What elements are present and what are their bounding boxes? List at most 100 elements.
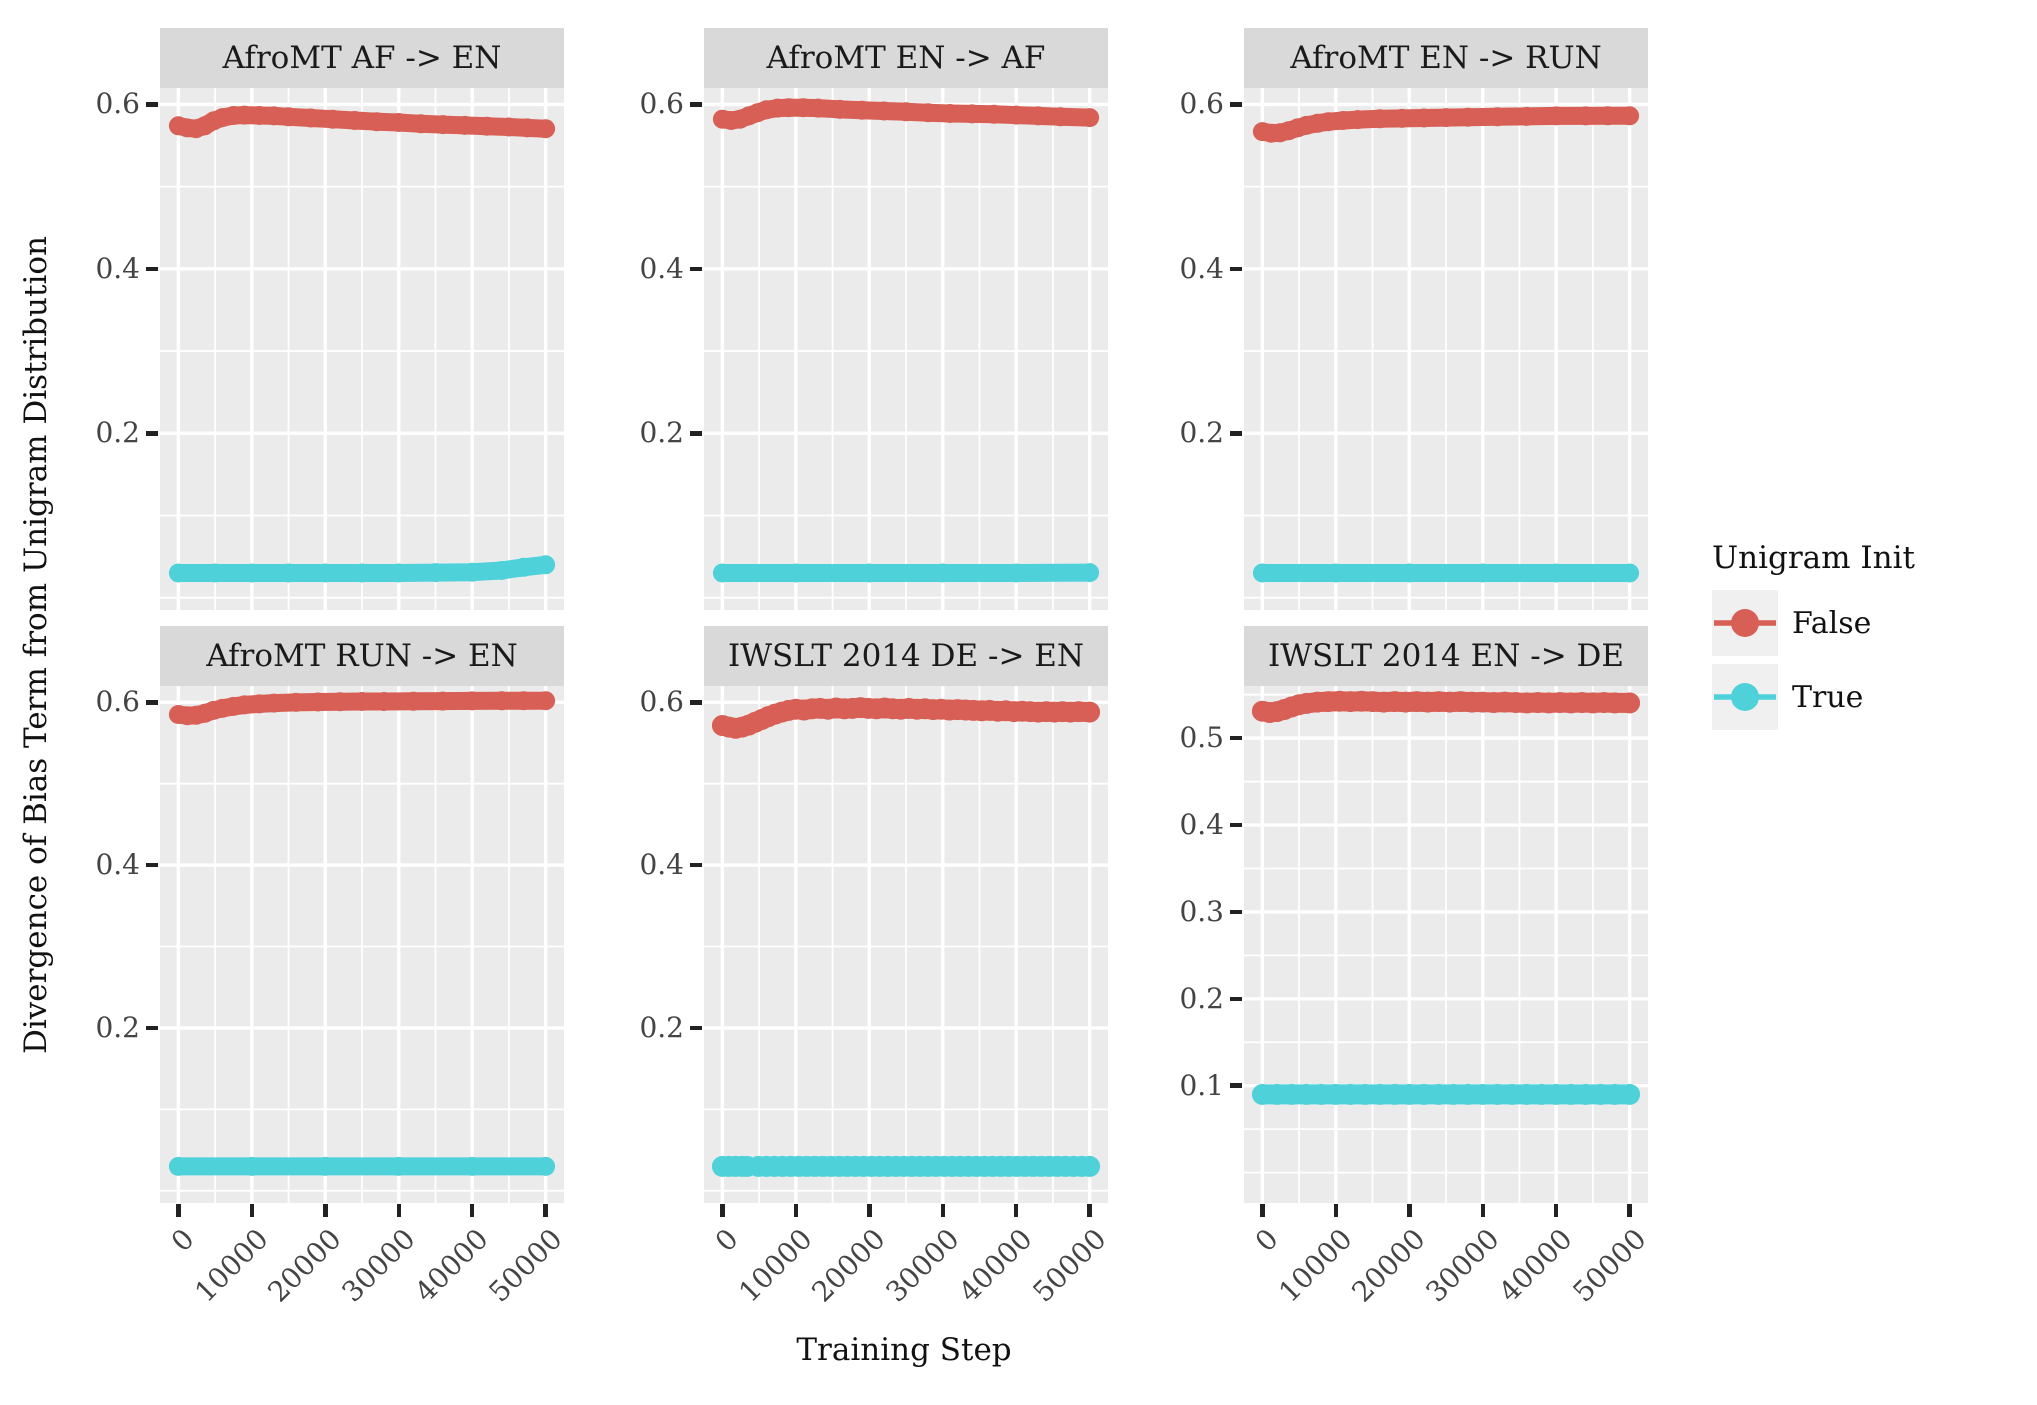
facet-strip: IWSLT 2014 EN -> DE [1244, 626, 1648, 686]
series-false-point [896, 102, 916, 122]
x-tick-mark [176, 1204, 181, 1217]
series-true-point [492, 561, 512, 580]
series-false-point [499, 117, 519, 137]
series-true-point [1531, 1083, 1552, 1105]
y-tick-mark [1230, 822, 1242, 828]
series-false-point [984, 104, 1004, 124]
series-false-point [536, 119, 556, 139]
y-tick-label: 0.6 [95, 685, 140, 719]
facet-strip: AfroMT AF -> EN [160, 28, 564, 88]
y-tick-label: 0.4 [95, 251, 140, 285]
facet-panel [160, 686, 564, 1203]
y-tick-mark [1230, 1083, 1242, 1088]
series-true-point [1266, 1083, 1288, 1105]
series-true-point [1486, 1083, 1508, 1105]
series-true-point [1472, 1083, 1494, 1105]
y-tick-label: 0.4 [639, 251, 684, 285]
series-false-point [1436, 108, 1456, 128]
series-false-point [517, 118, 537, 138]
panel-plot [160, 686, 564, 1203]
series-false-point [403, 691, 423, 711]
series-true-point [352, 563, 372, 583]
series-false-point [352, 692, 372, 711]
facet-panel [1244, 88, 1648, 610]
series-true-point [1398, 1083, 1420, 1105]
legend-title: Unigram Init [1712, 540, 1915, 576]
series-false-point [536, 691, 556, 711]
series-false-point [940, 104, 960, 123]
series-true-point [1473, 563, 1493, 583]
series-true-point [1354, 1083, 1376, 1105]
series-false-point [1006, 105, 1026, 125]
facet-strip: AfroMT RUN -> EN [160, 626, 564, 686]
series-true-point [315, 1156, 335, 1176]
x-tick-mark [1407, 1204, 1412, 1217]
legend-entry-false: False [1712, 590, 2012, 656]
series-true-point [1326, 563, 1346, 583]
legend-key-true-icon [1712, 664, 1778, 730]
series-false-point [874, 101, 894, 121]
y-tick-label: 0.1 [1179, 1068, 1224, 1102]
series-false-point [1619, 692, 1641, 714]
series-false-point [1079, 701, 1101, 723]
series-false-point [1487, 107, 1507, 127]
series-false-point [477, 116, 497, 136]
panel-plot [1244, 88, 1648, 610]
series-false-point [1319, 112, 1338, 132]
series-true-point [1325, 1083, 1347, 1105]
series-false-point [462, 691, 482, 711]
facet-strip-title: AfroMT EN -> AF [766, 40, 1046, 76]
series-false-point [1576, 106, 1596, 126]
series-true-point [205, 563, 225, 583]
legend: Unigram Init False True [1712, 540, 2012, 738]
series-true-point [933, 563, 953, 583]
series-false-point [249, 106, 269, 125]
series-true-point [1399, 563, 1419, 583]
y-tick-label: 0.2 [95, 1010, 140, 1044]
facet-strip-title: IWSLT 2014 EN -> DE [1267, 638, 1625, 674]
y-tick-mark [1230, 735, 1242, 741]
panel-plot [160, 88, 564, 610]
facet-strip: IWSLT 2014 DE -> EN [704, 626, 1108, 686]
series-true-point [242, 1156, 262, 1176]
series-true-point [426, 563, 445, 583]
series-false-point [301, 108, 321, 128]
x-tick-mark [720, 1204, 725, 1217]
series-true-point [1080, 563, 1100, 583]
x-tick-mark [1553, 1204, 1559, 1217]
x-tick-mark [867, 1204, 872, 1217]
y-tick-mark [146, 700, 158, 705]
series-false-point [411, 114, 431, 134]
y-tick-mark [1230, 102, 1242, 107]
series-false-point [852, 100, 872, 120]
series-true-point [1546, 563, 1566, 583]
series-false-point [1414, 108, 1434, 128]
y-tick-label: 0.6 [639, 87, 684, 121]
series-false-point [1348, 110, 1368, 130]
series-true-point [1310, 1083, 1332, 1105]
series-false-point [264, 693, 284, 713]
series-true-point [859, 563, 879, 583]
y-tick-mark [1230, 996, 1242, 1002]
facet-strip-title: AfroMT RUN -> EN [206, 638, 518, 674]
facet-panel [1244, 686, 1648, 1203]
panel-plot [704, 88, 1108, 610]
series-true-point [1384, 1083, 1406, 1105]
series-true-point [279, 563, 298, 583]
facet-panel [160, 88, 564, 610]
legend-key-false-icon [1712, 590, 1778, 656]
series-false-point [1458, 107, 1478, 127]
y-tick-mark [690, 266, 702, 272]
series-false-point [1080, 108, 1100, 128]
legend-entry-true: True [1712, 664, 2012, 730]
series-false-point [514, 691, 534, 711]
series-false-point [918, 103, 938, 123]
y-tick-mark [690, 700, 702, 705]
y-axis-title: Divergence of Bias Term from Unigram Dis… [18, 235, 54, 1055]
series-false-point [433, 691, 453, 711]
series-true-point [1620, 563, 1640, 583]
y-tick-mark [690, 862, 702, 868]
y-tick-mark [146, 102, 158, 107]
y-tick-label: 0.6 [95, 87, 140, 121]
x-tick-mark [1333, 1204, 1339, 1217]
